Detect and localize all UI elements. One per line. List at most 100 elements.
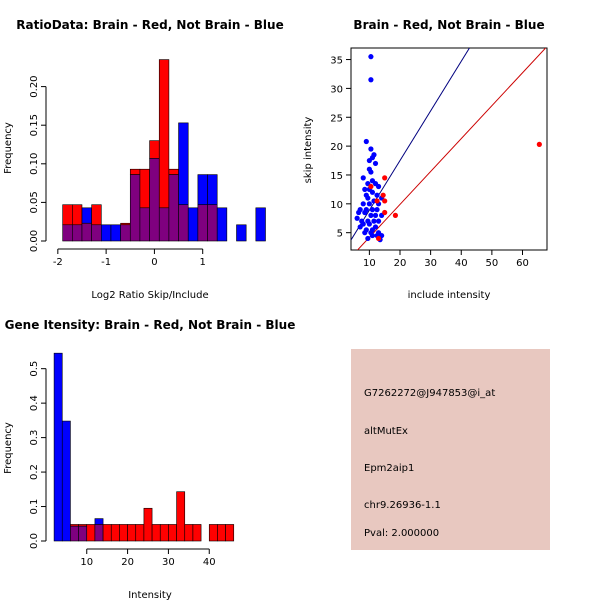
gene-bar-brain [159,524,169,542]
gene-y-tick-label: 0.0 [29,533,40,549]
ratio-bar-not-brain [81,207,92,224]
brain-point [382,209,388,216]
scatter-x-tick-label: 30 [424,258,437,269]
ratio-bar-brain [91,204,102,226]
scatter-ylabel: skip intensity [303,117,314,184]
not-brain-point [375,183,382,190]
gene-bar-brain [225,524,235,542]
brain-point [375,235,382,242]
ratio-bar-overlap [81,222,92,242]
not-brain-point [368,77,374,83]
not-brain-point [363,138,369,145]
scatter-y-tick-label: 20 [330,142,343,153]
ratio-bar-brain [149,140,160,159]
gene-name-text: Epm2aip1 [364,463,414,474]
gene-bar-brain [110,524,120,542]
gene-histogram-title: Gene Itensity: Brain - Red, Not Brain - … [5,318,296,332]
gene-y-tick-label: 0.4 [29,395,40,411]
ratio-bar-overlap [139,207,150,242]
gene-bar-brain [119,524,128,542]
gene-bar-brain [127,524,137,542]
gene-bar-brain [102,524,112,542]
not-brain-point [366,221,372,227]
not-brain-point [372,160,379,167]
gene-bar-overlap [78,525,88,542]
gene-bar-brain [86,524,96,542]
not-brain-point [374,192,380,198]
not-brain-point [372,212,379,218]
brain-fit-line [356,48,547,250]
ratio-bar-overlap [120,224,131,242]
not-brain-point [371,218,377,224]
ratio-bar-brain [158,59,170,209]
gene-histogram-xlabel: Intensity [128,590,172,600]
brain-point [536,141,542,147]
gene-bar-brain [143,507,153,542]
event-type-text: altMutEx [364,426,408,437]
scatter-plot-area [351,48,547,250]
scatter-xlabel: include intensity [408,290,491,301]
brain-point [382,198,388,204]
scatter-y-tick-label: 35 [330,56,343,67]
brain-point [368,183,374,190]
ratio-histogram-axes: -2 -1 0 1 0.00 0.05 0.10 0.15 0.20 [29,75,206,268]
gene-y-tick-label: 0.1 [29,499,40,515]
gene-bar-brain [217,524,226,542]
gene-bar-brain [168,524,177,542]
scatter-x-tick-label: 60 [516,258,529,269]
scatter-y-tick-label: 5 [337,229,343,240]
not-brain-point [362,230,368,236]
brain-point [392,212,399,218]
location-text: chr9.26936-1.1 [364,500,441,511]
gene-bar-brain [135,524,145,542]
ratio-x-tick-label: -2 [53,257,63,268]
not-brain-point [368,54,374,60]
ratio-y-tick-label: 0.05 [29,191,40,213]
pval-text: Pval: 2.000000 [364,528,439,539]
ratio-bar-not-brain [197,174,208,206]
ratio-y-tick-label: 0.20 [29,75,40,97]
gene-x-tick-label: 30 [162,557,175,568]
gene-bar-overlap [70,525,79,542]
not-brain-point [369,232,376,239]
scatter-y-tick-label: 10 [330,200,343,211]
brain-point [382,175,388,181]
ratio-histogram-xlabel: Log2 Ratio Skip/Include [91,290,208,301]
gene-y-tick-label: 0.5 [29,361,40,377]
not-brain-point [368,169,374,175]
ratio-histogram: RatioData: Brain - Red, Not Brain - Blue… [3,18,284,301]
ratio-bar-overlap [178,204,189,242]
scatter-x-tick-label: 20 [394,258,407,269]
scatter-y-tick-label: 15 [330,171,343,182]
scatter-x-tick-label: 10 [363,258,376,269]
scatter-fit-lines [351,48,547,250]
not-brain-point [366,201,372,207]
gene-bar-overlap [94,524,104,542]
ratio-bar-overlap [168,174,179,242]
ratio-bar-overlap [207,204,218,242]
gene-y-tick-label: 0.3 [29,430,40,446]
ratio-x-tick-label: 0 [151,257,157,268]
gene-intensity-histogram: Gene Itensity: Brain - Red, Not Brain - … [3,318,295,600]
ratio-bar-not-brain [236,224,247,242]
scatter-plot-frame [350,47,548,251]
ratio-bar-brain [129,168,141,175]
gene-x-tick-label: 20 [121,557,134,568]
not-brain-point [368,146,374,152]
not-brain-point [354,215,360,221]
ratio-bar-not-brain [187,207,199,242]
ratio-y-tick-label: 0.10 [29,153,40,175]
ratio-bar-overlap [72,224,83,242]
gene-bar-brain [151,524,161,542]
gene-bar-not-brain [61,420,71,542]
ratio-bar-not-brain [216,207,228,242]
ratio-y-tick-label: 0.15 [29,114,40,136]
not-brain-point [360,201,366,207]
not-brain-point [368,212,374,218]
not-brain-point [365,235,371,242]
gene-y-tick-label: 0.2 [29,464,40,480]
ratio-bar-not-brain [207,174,218,206]
ratio-histogram-bars [62,59,266,242]
info-panel: G7262272@J947853@i_at altMutEx Epm2aip1 … [351,349,550,550]
